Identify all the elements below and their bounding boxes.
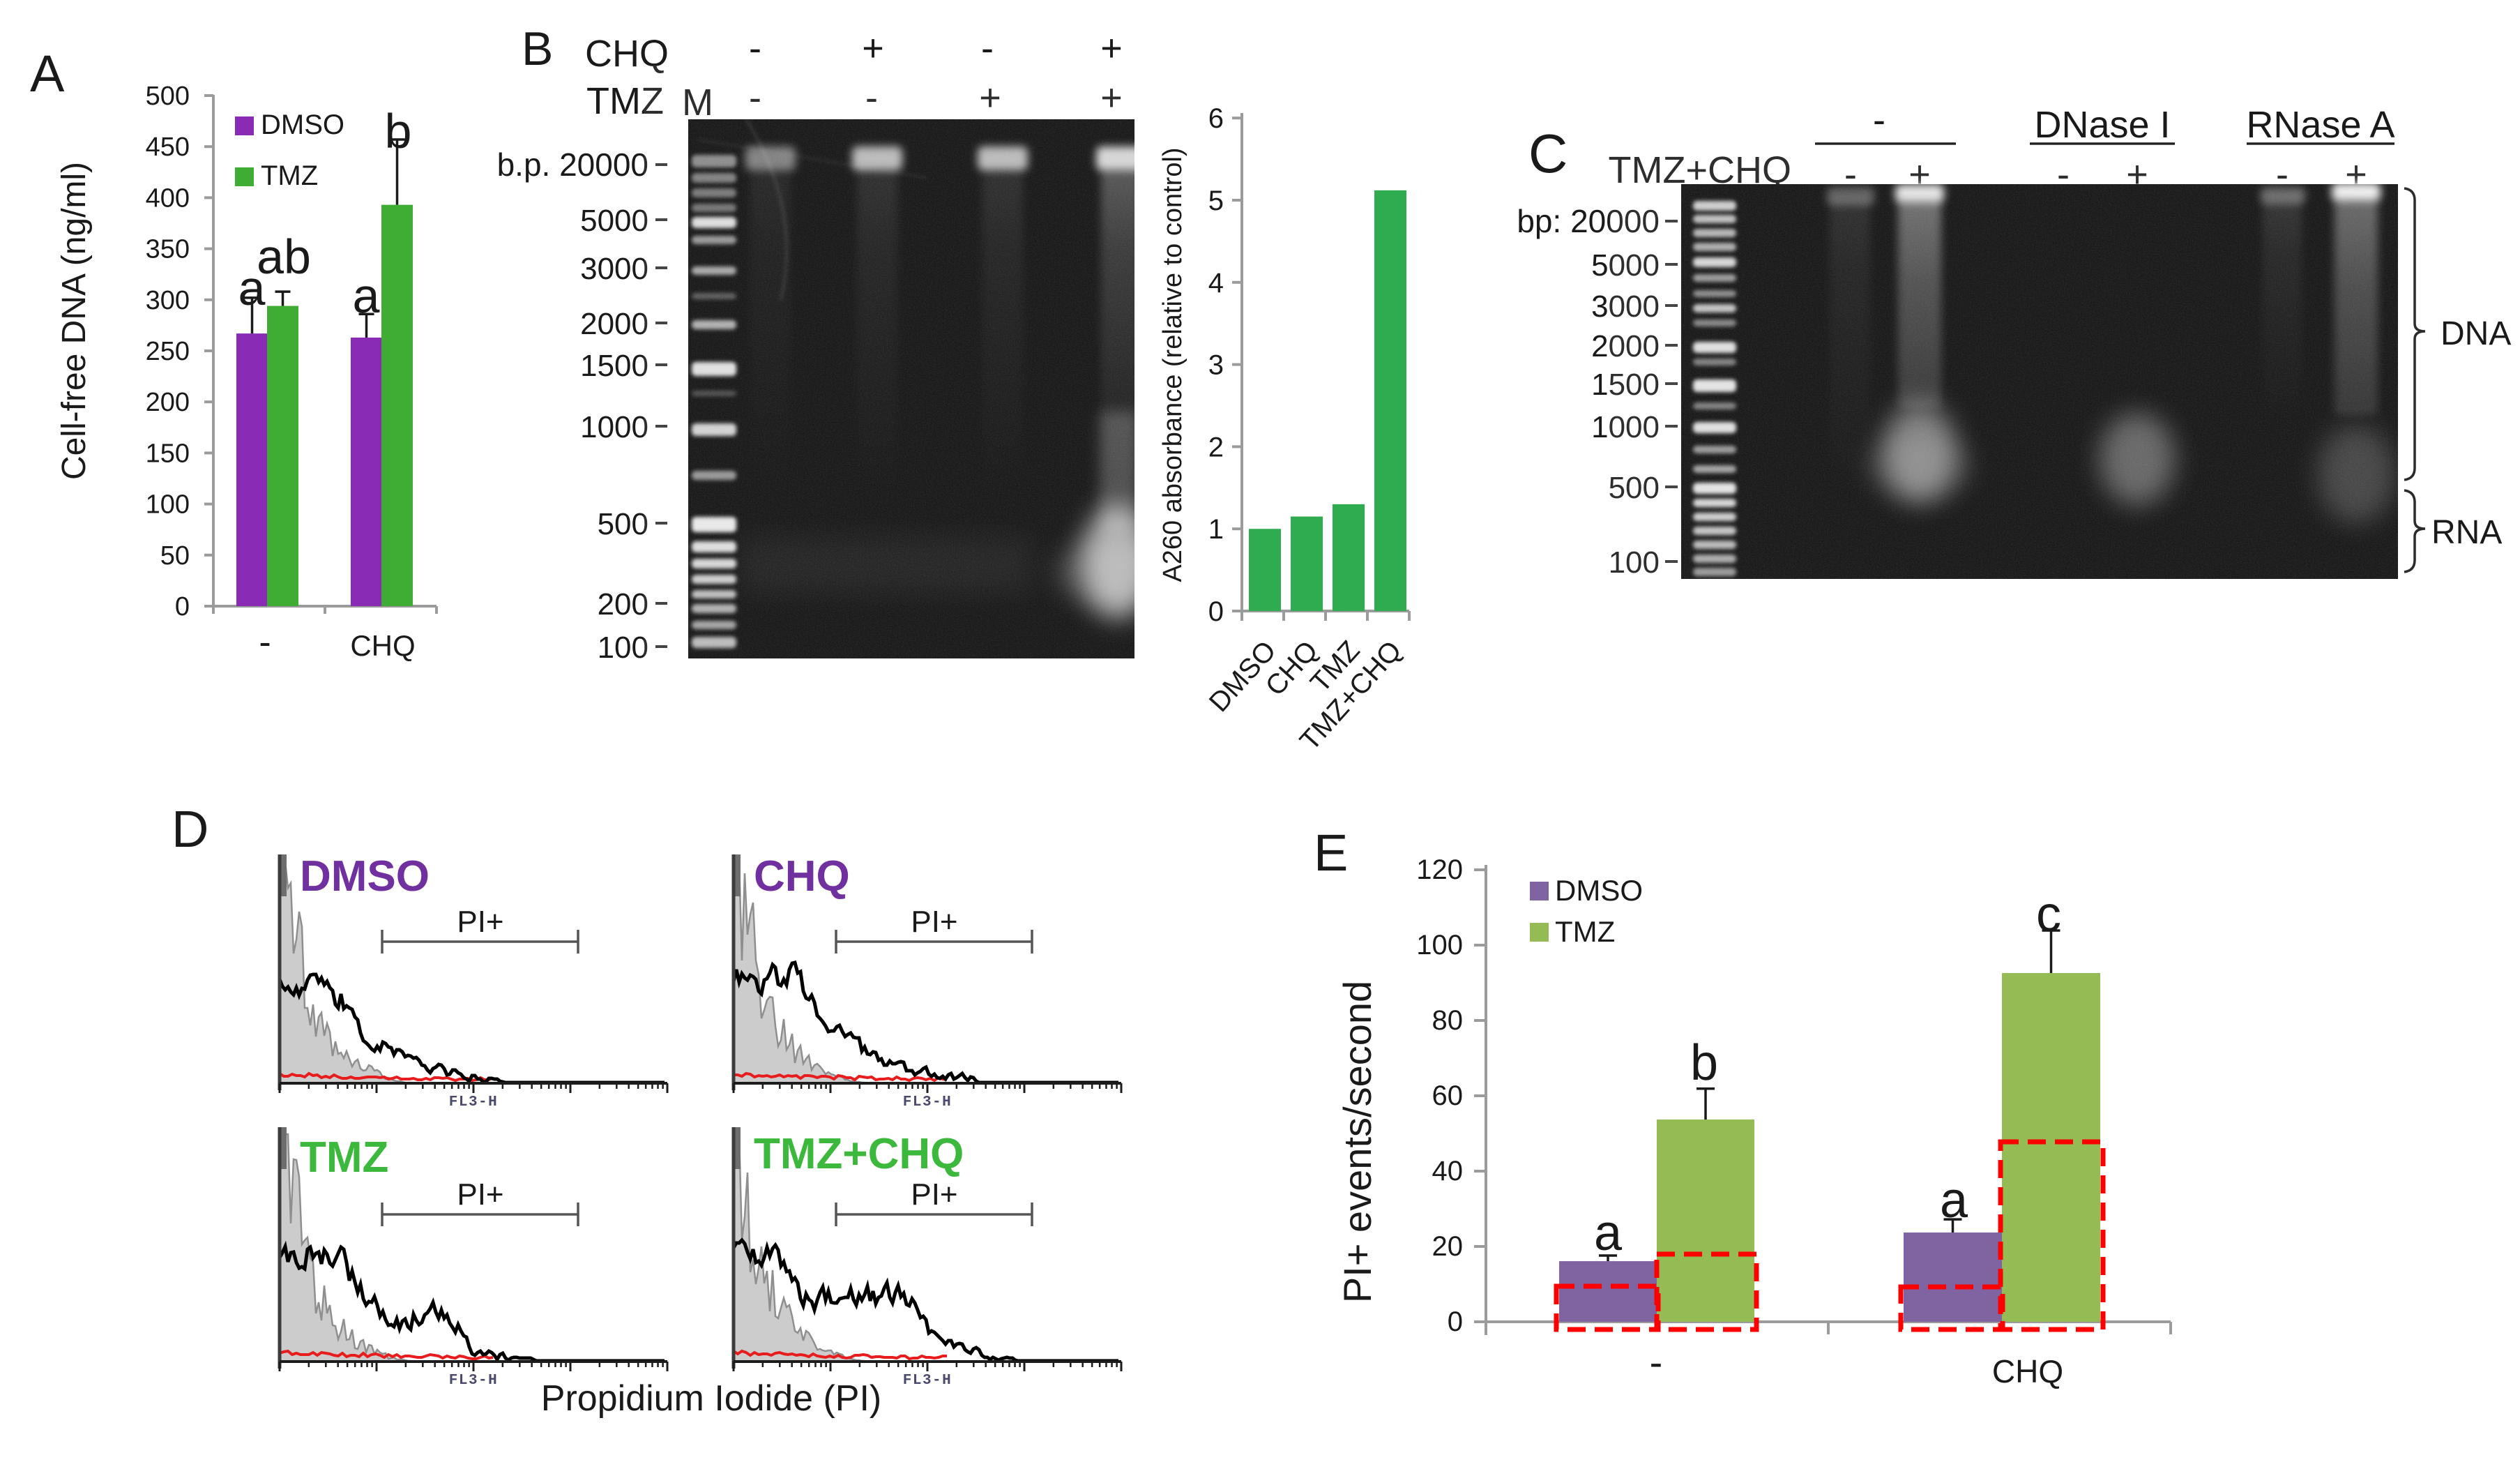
svg-text:450: 450 xyxy=(146,133,190,162)
svg-text:300: 300 xyxy=(146,286,190,315)
svg-text:+: + xyxy=(862,27,884,69)
svg-text:ab: ab xyxy=(257,229,311,284)
svg-text:500: 500 xyxy=(1609,471,1660,505)
svg-text:1500: 1500 xyxy=(580,349,648,383)
svg-text:PI+: PI+ xyxy=(457,1177,503,1212)
svg-text:TMZ: TMZ xyxy=(300,1133,388,1182)
svg-text:c: c xyxy=(2036,887,2061,942)
svg-text:FL3-H: FL3-H xyxy=(903,1094,952,1110)
svg-text:DMSO: DMSO xyxy=(261,110,344,140)
svg-text:a: a xyxy=(1940,1173,1968,1228)
svg-text:RNase A: RNase A xyxy=(2246,104,2394,146)
svg-text:TMZ: TMZ xyxy=(586,80,664,122)
svg-text:100: 100 xyxy=(146,490,190,520)
svg-text:TMZ: TMZ xyxy=(261,160,318,191)
svg-text:CHQ: CHQ xyxy=(1992,1353,2063,1389)
svg-text:200: 200 xyxy=(146,388,190,417)
svg-text:TMZ+CHQ: TMZ+CHQ xyxy=(754,1130,964,1178)
svg-text:500: 500 xyxy=(598,507,648,541)
svg-text:350: 350 xyxy=(146,235,190,264)
svg-text:DNA: DNA xyxy=(2441,315,2511,352)
svg-text:-: - xyxy=(1873,99,1885,141)
svg-text:200: 200 xyxy=(598,587,648,621)
svg-text:-: - xyxy=(1650,1340,1663,1384)
svg-text:5000: 5000 xyxy=(580,204,648,238)
svg-text:40: 40 xyxy=(1432,1156,1464,1186)
svg-text:6: 6 xyxy=(1208,103,1224,134)
svg-text:DMSO: DMSO xyxy=(300,852,430,900)
svg-text:100: 100 xyxy=(1609,545,1660,580)
svg-text:CHQ: CHQ xyxy=(350,629,415,662)
svg-text:a: a xyxy=(1594,1205,1623,1261)
svg-text:-: - xyxy=(749,77,761,119)
svg-text:DNase I: DNase I xyxy=(2034,104,2170,146)
svg-text:PI+ events/second: PI+ events/second xyxy=(1335,981,1379,1303)
svg-text:150: 150 xyxy=(146,439,190,468)
svg-text:+: + xyxy=(979,77,1001,119)
svg-text:20: 20 xyxy=(1432,1231,1464,1262)
svg-text:M: M xyxy=(682,82,713,123)
svg-text:2: 2 xyxy=(1208,432,1224,462)
svg-text:FL3-H: FL3-H xyxy=(903,1373,952,1389)
svg-text:60: 60 xyxy=(1432,1080,1464,1111)
svg-text:FL3-H: FL3-H xyxy=(449,1094,499,1110)
svg-text:TMZ: TMZ xyxy=(1555,915,1615,948)
svg-text:E: E xyxy=(1314,824,1348,882)
svg-text:5: 5 xyxy=(1208,186,1224,216)
svg-text:Propidium Iodide (PI): Propidium Iodide (PI) xyxy=(541,1378,881,1419)
svg-text:A: A xyxy=(30,45,65,103)
svg-text:CHQ: CHQ xyxy=(585,33,669,75)
svg-text:120: 120 xyxy=(1416,854,1463,885)
svg-text:Cell-free DNA (ng/ml): Cell-free DNA (ng/ml) xyxy=(56,162,93,480)
svg-text:1500: 1500 xyxy=(1591,368,1660,402)
svg-text:-: - xyxy=(259,622,271,663)
svg-text:500: 500 xyxy=(146,82,190,111)
svg-text:FL3-H: FL3-H xyxy=(449,1373,499,1389)
svg-text:B: B xyxy=(522,22,553,75)
svg-text:1: 1 xyxy=(1208,514,1224,545)
svg-text:400: 400 xyxy=(146,183,190,213)
svg-text:a: a xyxy=(238,261,266,315)
svg-text:a: a xyxy=(353,269,380,323)
svg-text:PI+: PI+ xyxy=(457,905,503,939)
svg-text:CHQ: CHQ xyxy=(754,852,850,900)
svg-text:+: + xyxy=(1100,27,1123,69)
svg-text:4: 4 xyxy=(1208,268,1224,299)
svg-text:2000: 2000 xyxy=(580,307,648,341)
svg-text:-: - xyxy=(981,27,994,69)
svg-text:b.p. 20000: b.p. 20000 xyxy=(497,146,648,183)
svg-text:3000: 3000 xyxy=(1591,289,1660,324)
svg-text:D: D xyxy=(172,800,208,858)
svg-text:2000: 2000 xyxy=(1591,329,1660,363)
svg-text:0: 0 xyxy=(1208,596,1224,627)
svg-text:80: 80 xyxy=(1432,1005,1464,1036)
svg-text:RNA: RNA xyxy=(2431,514,2502,551)
svg-text:bp: 20000: bp: 20000 xyxy=(1517,203,1660,239)
svg-text:DMSO: DMSO xyxy=(1555,874,1643,907)
svg-text:1000: 1000 xyxy=(1591,410,1660,444)
svg-text:3000: 3000 xyxy=(580,252,648,286)
svg-text:250: 250 xyxy=(146,337,190,366)
svg-text:PI+: PI+ xyxy=(911,1177,957,1212)
svg-text:100: 100 xyxy=(598,631,648,665)
svg-text:-: - xyxy=(865,77,878,119)
svg-text:b: b xyxy=(1690,1035,1718,1091)
svg-text:50: 50 xyxy=(160,541,190,571)
svg-text:+: + xyxy=(1100,77,1123,119)
svg-text:5000: 5000 xyxy=(1591,248,1660,282)
svg-text:0: 0 xyxy=(175,592,190,621)
svg-text:-: - xyxy=(749,27,761,69)
svg-text:PI+: PI+ xyxy=(911,905,957,939)
svg-text:3: 3 xyxy=(1208,350,1224,381)
svg-text:b: b xyxy=(385,104,412,158)
svg-text:A260 absorbance (relative to c: A260 absorbance (relative to control) xyxy=(1158,147,1187,582)
svg-text:100: 100 xyxy=(1416,930,1463,960)
svg-text:C: C xyxy=(1528,123,1568,184)
svg-text:1000: 1000 xyxy=(580,410,648,444)
svg-text:0: 0 xyxy=(1448,1306,1463,1337)
